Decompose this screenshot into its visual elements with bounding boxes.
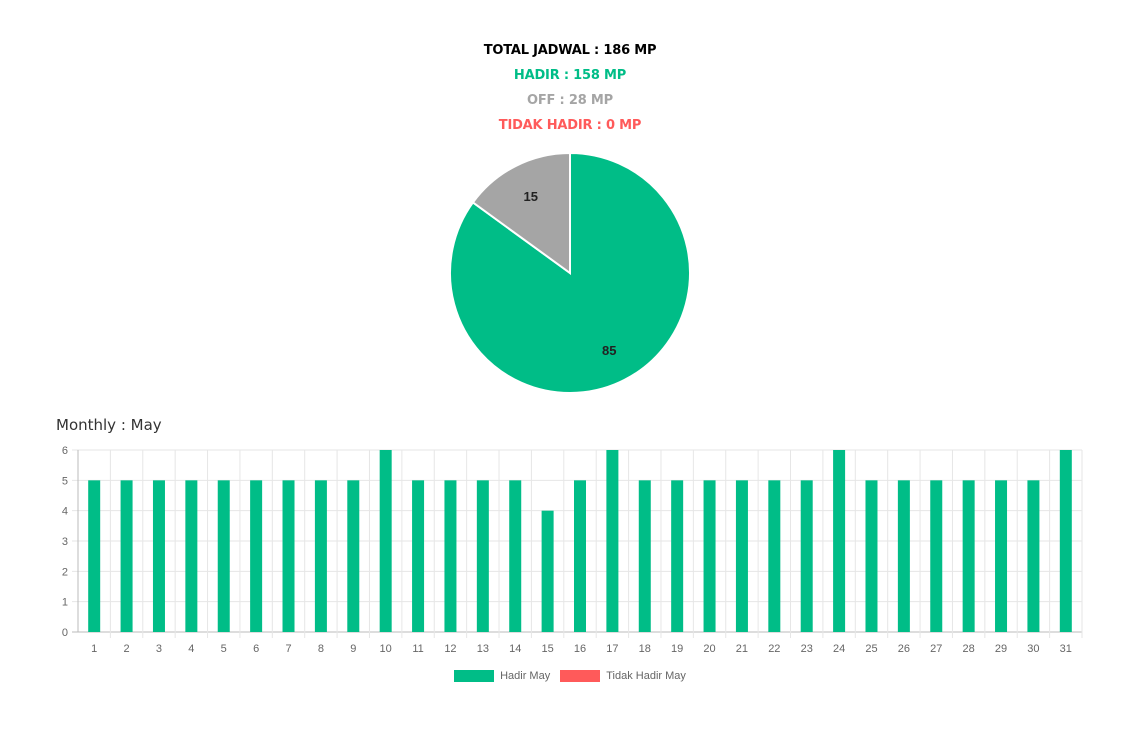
bar-hadir-day-16[interactable] xyxy=(574,480,586,632)
y-tick-label: 5 xyxy=(62,475,68,487)
bar-hadir-day-5[interactable] xyxy=(217,480,230,632)
bar-hadir-day-8[interactable] xyxy=(314,480,327,632)
summary-off: OFF : 28 MP xyxy=(527,93,613,108)
x-tick-label: 31 xyxy=(1060,643,1072,655)
pie-slice-15[interactable] xyxy=(471,151,571,275)
legend-swatch-tidak-hadir xyxy=(560,670,601,682)
x-tick-label: 10 xyxy=(380,643,392,655)
summary-tidak-hadir: TIDAK HADIR : 0 MP xyxy=(498,118,642,133)
legend-label-tidak-hadir: Tidak Hadir May xyxy=(606,670,686,682)
x-tick-label: 11 xyxy=(412,643,423,655)
x-tick-label: 2 xyxy=(124,643,130,655)
bar-hadir-day-28[interactable] xyxy=(962,480,975,632)
legend-swatch-hadir xyxy=(454,670,495,682)
x-tick-label: 17 xyxy=(606,643,618,655)
x-tick-label: 12 xyxy=(444,643,456,655)
bar-hadir-day-12[interactable] xyxy=(444,480,457,632)
x-tick-label: 25 xyxy=(865,643,877,655)
bar-hadir-day-4[interactable] xyxy=(185,480,198,632)
bar-hadir-day-20[interactable] xyxy=(703,480,716,632)
x-tick-label: 18 xyxy=(639,643,651,655)
x-tick-label: 15 xyxy=(541,643,553,655)
bar-hadir-day-29[interactable] xyxy=(995,480,1008,632)
bar-hadir-day-18[interactable] xyxy=(638,480,651,632)
bar-hadir-day-14[interactable] xyxy=(509,480,522,632)
y-tick-label: 0 xyxy=(62,627,68,639)
bar-hadir-day-22[interactable] xyxy=(768,480,781,632)
y-tick-label: 1 xyxy=(62,597,68,609)
bar-hadir-day-1[interactable] xyxy=(88,480,101,632)
bar-hadir-day-26[interactable] xyxy=(897,480,910,632)
bar-hadir-day-7[interactable] xyxy=(282,480,295,632)
x-tick-label: 24 xyxy=(833,643,845,655)
bar-chart-legend: Hadir May Tidak Hadir May xyxy=(0,670,1140,682)
bar-hadir-day-10[interactable] xyxy=(379,450,392,632)
bar-hadir-day-31[interactable] xyxy=(1059,450,1072,632)
x-tick-label: 7 xyxy=(285,643,291,655)
y-tick-label: 2 xyxy=(62,566,68,578)
bar-hadir-day-27[interactable] xyxy=(930,480,943,632)
legend-label-hadir: Hadir May xyxy=(500,670,551,682)
x-tick-label: 30 xyxy=(1027,643,1039,655)
bar-hadir-day-6[interactable] xyxy=(250,480,263,632)
legend-item-tidak-hadir[interactable]: Tidak Hadir May xyxy=(560,670,686,682)
x-tick-label: 27 xyxy=(930,643,942,655)
x-tick-label: 6 xyxy=(253,643,259,655)
bar-hadir-day-30[interactable] xyxy=(1027,480,1040,632)
bar-hadir-day-11[interactable] xyxy=(412,480,425,632)
monthly-title: Monthly : May xyxy=(56,416,162,434)
x-tick-label: 3 xyxy=(156,643,162,655)
x-tick-label: 9 xyxy=(350,643,356,655)
x-tick-label: 5 xyxy=(221,643,227,655)
bar-hadir-day-13[interactable] xyxy=(476,480,489,632)
bar-hadir-day-21[interactable] xyxy=(735,480,748,632)
x-tick-label: 14 xyxy=(509,643,521,655)
attendance-pie-chart: 85 15 xyxy=(449,151,691,394)
x-tick-label: 23 xyxy=(801,643,813,655)
x-tick-label: 20 xyxy=(703,643,715,655)
y-tick-label: 4 xyxy=(62,506,68,518)
bar-hadir-day-19[interactable] xyxy=(671,480,684,632)
summary-hadir: HADIR : 158 MP xyxy=(513,68,627,83)
x-tick-label: 8 xyxy=(318,643,324,655)
x-tick-label: 21 xyxy=(736,643,748,655)
x-tick-label: 19 xyxy=(671,643,683,655)
x-tick-label: 26 xyxy=(898,643,910,655)
x-tick-label: 29 xyxy=(995,643,1007,655)
bar-hadir-day-24[interactable] xyxy=(833,450,846,632)
legend-item-hadir[interactable]: Hadir May xyxy=(454,670,550,682)
x-tick-label: 16 xyxy=(574,643,586,655)
bar-hadir-day-9[interactable] xyxy=(347,480,360,632)
x-tick-label: 1 xyxy=(91,643,97,655)
y-tick-label: 6 xyxy=(62,445,68,457)
pie-data-label: 15 xyxy=(524,189,538,204)
y-tick-label: 3 xyxy=(62,536,68,548)
bar-hadir-day-25[interactable] xyxy=(865,480,878,632)
bar-hadir-day-23[interactable] xyxy=(800,480,813,632)
x-tick-label: 28 xyxy=(963,643,975,655)
x-tick-label: 4 xyxy=(188,643,194,655)
bar-hadir-day-3[interactable] xyxy=(152,480,165,632)
pie-data-label: 85 xyxy=(602,343,616,358)
x-tick-label: 13 xyxy=(477,643,489,655)
bar-hadir-day-2[interactable] xyxy=(120,480,133,632)
bar-hadir-day-17[interactable] xyxy=(606,450,619,632)
bar-hadir-day-15[interactable] xyxy=(541,510,554,632)
summary-total-jadwal: TOTAL JADWAL : 186 MP xyxy=(483,43,657,58)
x-tick-label: 22 xyxy=(768,643,780,655)
